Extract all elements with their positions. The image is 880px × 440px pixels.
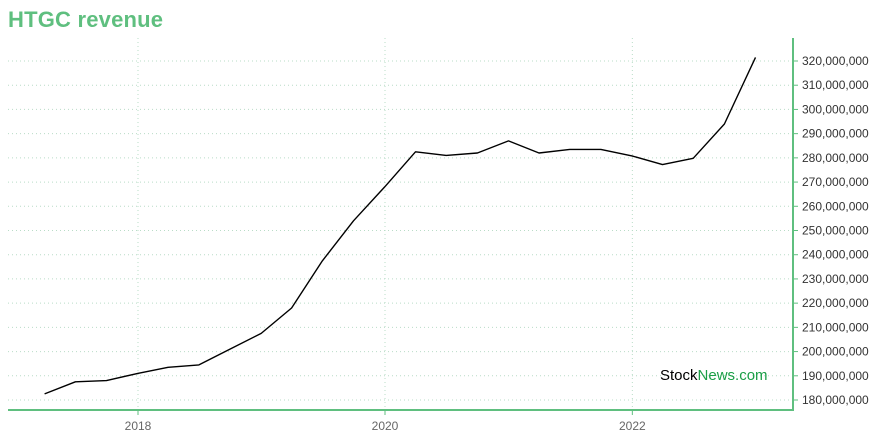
revenue-data-point [414,150,417,153]
axes [8,38,798,415]
revenue-data-point [476,152,479,155]
revenue-data-point [74,380,77,383]
y-tick-label: 200,000,000 [802,345,869,359]
y-tick-label: 240,000,000 [802,248,869,262]
y-tick-label: 230,000,000 [802,272,869,286]
revenue-series-line [44,57,757,395]
y-tick-label: 210,000,000 [802,320,869,334]
revenue-data-point [352,219,355,222]
revenue-data-point [445,154,448,157]
revenue-data-point [136,372,139,375]
y-tick-label: 280,000,000 [802,151,869,165]
revenue-data-point [754,56,757,59]
y-tick-label: 300,000,000 [802,102,869,116]
revenue-data-point [229,348,232,351]
revenue-data-point [43,392,46,395]
grid-lines [8,38,793,410]
watermark-com: .com [735,367,768,384]
x-tick-label: 2018 [125,419,152,433]
revenue-data-point [507,139,510,142]
y-tick-label: 220,000,000 [802,296,869,310]
y-tick-label: 310,000,000 [802,78,869,92]
y-tick-label: 250,000,000 [802,224,869,238]
y-tick-label: 320,000,000 [802,54,869,68]
revenue-data-point [599,148,602,151]
revenue-data-point [167,366,170,369]
revenue-series [43,56,757,395]
revenue-data-point [568,148,571,151]
y-tick-label: 190,000,000 [802,369,869,383]
y-tick-label: 180,000,000 [802,393,869,407]
revenue-data-point [692,157,695,160]
revenue-data-point [661,163,664,166]
revenue-data-point [321,259,324,262]
chart-title: HTGC revenue [8,7,164,32]
y-tick-label: 270,000,000 [802,175,869,189]
watermark-news: News [698,367,736,384]
revenue-data-point [723,123,726,126]
revenue-data-point [260,332,263,335]
watermark-stock: Stock [660,367,698,384]
x-axis-tick-labels: 2018 2020 2022 [125,419,646,433]
revenue-data-point [290,307,293,310]
y-axis-tick-labels: 180,000,000 190,000,000 200,000,000 210,000… [802,54,869,407]
y-tick-label: 290,000,000 [802,127,869,141]
y-tick-label: 260,000,000 [802,199,869,213]
revenue-data-point [538,152,541,155]
revenue-data-point [631,154,634,157]
x-tick-label: 2020 [372,419,399,433]
revenue-data-point [105,379,108,382]
revenue-data-point [197,363,200,366]
x-tick-label: 2022 [619,419,646,433]
revenue-data-point [383,185,386,188]
stocknews-watermark: StockNews.com [660,367,768,384]
